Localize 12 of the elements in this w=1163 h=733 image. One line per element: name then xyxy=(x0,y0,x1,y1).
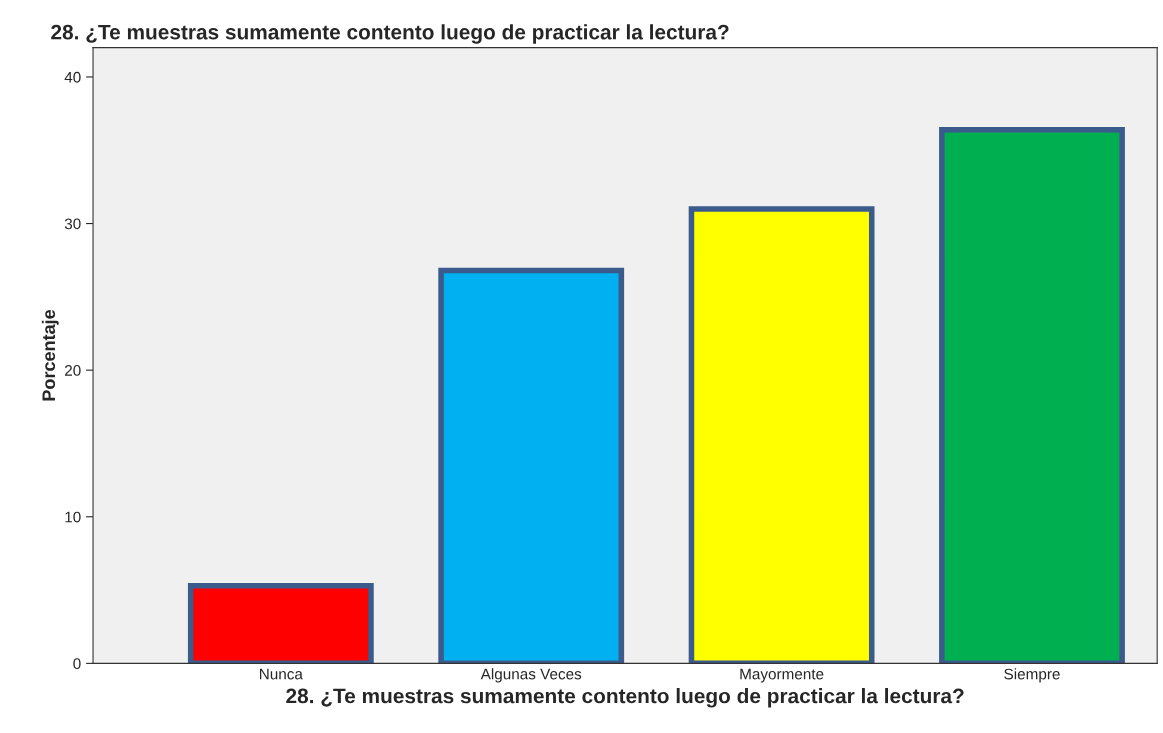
x-tick-label: Siempre xyxy=(1004,668,1060,683)
chart-title: 28. ¿Te muestras sumamente contento luego de practicar la lectura? xyxy=(51,24,729,44)
y-axis-title: Porcentaje xyxy=(41,309,59,401)
x-axis-title: 28. ¿Te muestras sumamente contento luego de practicar la lectura? xyxy=(286,688,964,708)
y-tick-label: 0 xyxy=(73,658,81,670)
x-tick-label: Mayormente xyxy=(740,668,824,683)
y-tick-label: 20 xyxy=(65,365,81,376)
x-tick-label: Nunca xyxy=(260,668,303,680)
y-tick-label: 10 xyxy=(65,511,81,523)
y-tick-label: 40 xyxy=(64,71,81,83)
y-tick-label: 30 xyxy=(64,218,81,230)
x-tick-label: Algunas Veces xyxy=(480,668,582,683)
